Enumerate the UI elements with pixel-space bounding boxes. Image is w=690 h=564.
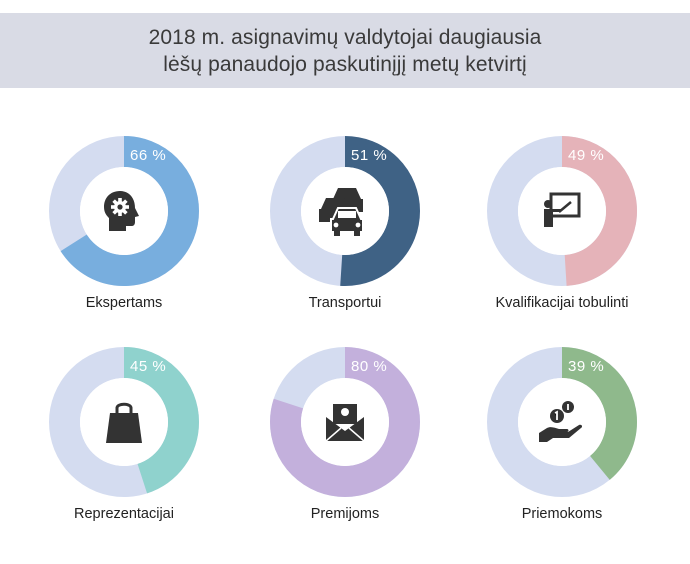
donut-card-transportui: 51 % Transportui: [230, 136, 460, 346]
percent-label: 39 %: [568, 358, 605, 375]
donut-card-reprezentacijai: 45 % Reprezentacijai: [9, 347, 239, 557]
presentation-board-icon: [537, 186, 587, 236]
category-label: Transportui: [308, 295, 382, 311]
brain-gear-icon: [99, 186, 149, 236]
hand-coins-icon: [537, 397, 587, 447]
donut-value-arc: [49, 347, 199, 497]
title-band: 2018 m. asignavimų valdytojai daugiausia…: [0, 13, 690, 88]
category-label: Reprezentacijai: [74, 506, 174, 522]
category-label: Premijoms: [310, 506, 380, 522]
percent-label: 45 %: [130, 358, 167, 375]
donut-value-arc: [270, 347, 420, 497]
shopping-bag-icon: [99, 397, 149, 447]
donut-card-ekspertams: 66 % Ekspertams: [9, 136, 239, 346]
donut-chart: [270, 347, 420, 497]
money-envelope-icon: [320, 397, 370, 447]
donut-card-premijoms: 80 % Premijoms: [230, 347, 460, 557]
percent-label: 66 %: [130, 147, 167, 164]
donut-value-arc: [270, 136, 420, 286]
cars-icon: [315, 181, 375, 241]
donut-chart: [487, 347, 637, 497]
donut-chart: [270, 136, 420, 286]
category-label: Kvalifikacijai tobulinti: [495, 295, 629, 311]
chart-title-line-1: 2018 m. asignavimų valdytojai daugiausia: [148, 25, 542, 49]
donut-card-priemokoms: 39 % Priemokoms: [447, 347, 677, 557]
percent-label: 80 %: [351, 358, 388, 375]
donut-card-kvalifikacijai: 49 % Kvalifikacijai tobulinti: [447, 136, 677, 346]
percent-label: 51 %: [351, 147, 388, 164]
donut-value-arc: [487, 136, 637, 286]
category-label: Ekspertams: [85, 295, 163, 311]
donut-value-arc: [487, 347, 637, 497]
donut-value-arc: [49, 136, 199, 286]
category-label: Priemokoms: [521, 506, 603, 522]
percent-label: 49 %: [568, 147, 605, 164]
chart-title-line-2: lėšų panaudojo paskutinįjį metų ketvirtį: [163, 52, 527, 76]
donut-center: [518, 378, 606, 466]
